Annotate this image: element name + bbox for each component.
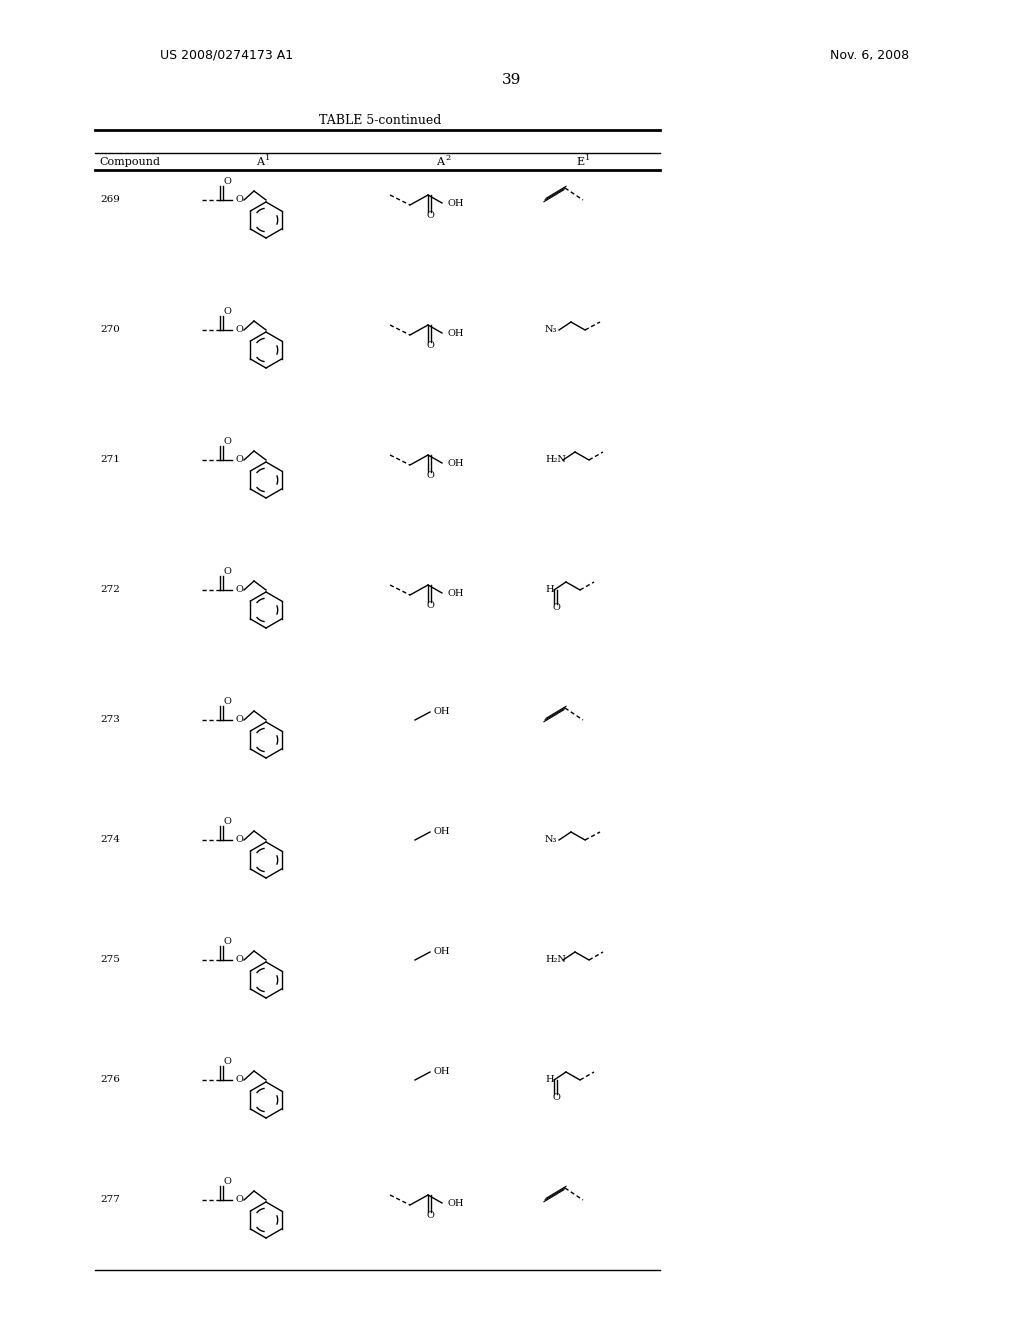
Text: 39: 39 [503,73,521,87]
Text: O: O [552,603,560,612]
Text: 277: 277 [100,1196,120,1204]
Text: 269: 269 [100,195,120,205]
Text: 1: 1 [586,154,591,162]
Text: N₃: N₃ [545,326,557,334]
Text: O: O [224,437,231,446]
Text: OH: OH [447,458,464,467]
Text: H: H [545,586,554,594]
Text: US 2008/0274173 A1: US 2008/0274173 A1 [160,49,293,62]
Text: H₂N: H₂N [545,956,566,965]
Text: 273: 273 [100,715,120,725]
Text: 274: 274 [100,836,120,845]
Text: O: O [224,817,231,826]
Text: O: O [426,211,434,220]
Text: OH: OH [434,1068,451,1077]
Text: O: O [224,177,231,186]
Text: OH: OH [447,1199,464,1208]
Text: O: O [224,308,231,317]
Text: 275: 275 [100,956,120,965]
Text: O: O [426,602,434,610]
Text: O: O [426,342,434,351]
Text: OH: OH [447,589,464,598]
Text: H: H [545,1076,554,1085]
Text: A: A [436,157,444,168]
Text: A: A [256,157,264,168]
Text: O: O [224,568,231,577]
Text: 2: 2 [445,154,451,162]
Text: O: O [236,195,244,205]
Text: OH: OH [447,198,464,207]
Text: OH: OH [434,708,451,717]
Text: O: O [426,1212,434,1221]
Text: O: O [236,715,244,725]
Text: OH: OH [447,329,464,338]
Text: O: O [224,937,231,946]
Text: O: O [236,956,244,965]
Text: N₃: N₃ [545,836,557,845]
Text: Compound: Compound [99,157,161,168]
Text: 1: 1 [265,154,270,162]
Text: O: O [236,326,244,334]
Text: E: E [575,157,584,168]
Text: 272: 272 [100,586,120,594]
Text: O: O [236,1076,244,1085]
Text: H₂N: H₂N [545,455,566,465]
Text: OH: OH [434,828,451,837]
Text: O: O [236,1196,244,1204]
Text: 271: 271 [100,455,120,465]
Text: TABLE 5-continued: TABLE 5-continued [318,114,441,127]
Text: O: O [236,586,244,594]
Text: 276: 276 [100,1076,120,1085]
Text: Nov. 6, 2008: Nov. 6, 2008 [830,49,909,62]
Text: O: O [224,697,231,706]
Text: O: O [224,1057,231,1067]
Text: O: O [236,836,244,845]
Text: 270: 270 [100,326,120,334]
Text: O: O [236,455,244,465]
Text: OH: OH [434,948,451,957]
Text: O: O [224,1177,231,1187]
Text: O: O [552,1093,560,1102]
Text: O: O [426,471,434,480]
